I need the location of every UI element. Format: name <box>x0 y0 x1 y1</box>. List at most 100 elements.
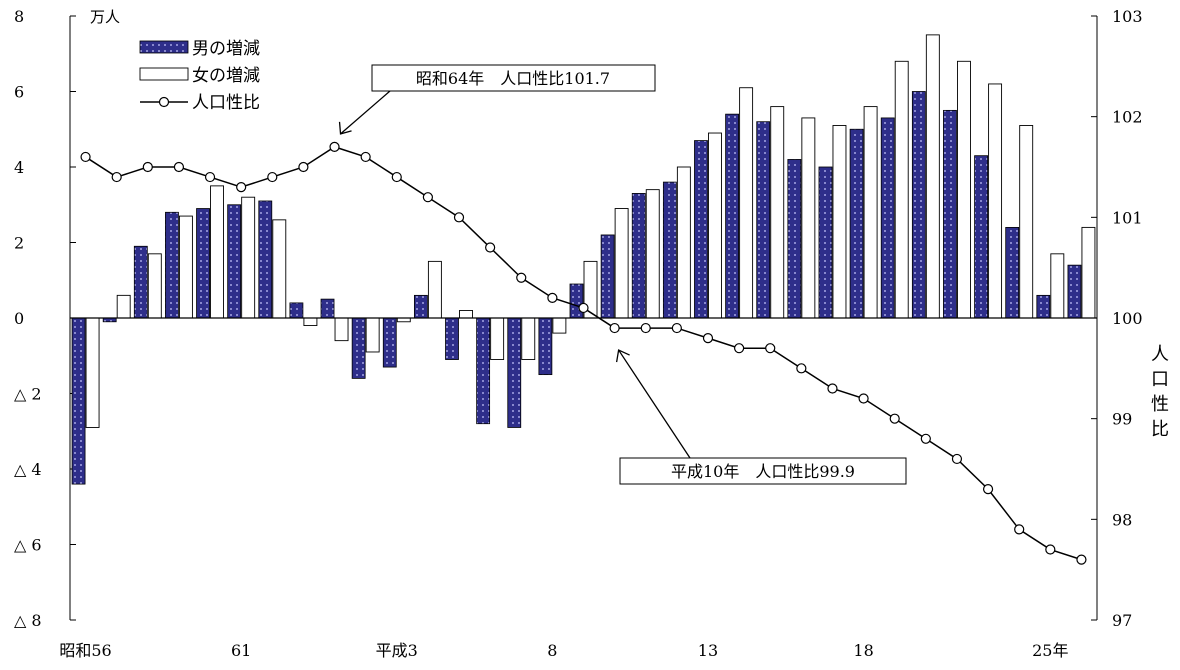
male-bar <box>165 211 179 319</box>
left-tick-label: 6 <box>14 83 24 102</box>
female-bar <box>272 219 287 319</box>
x-tick-label: 25年 <box>1032 641 1068 660</box>
male-bar <box>538 317 553 376</box>
female-bar <box>459 310 473 319</box>
male-bar <box>694 140 708 319</box>
female-bar <box>832 125 847 319</box>
right-axis-label-char: 口 <box>1151 369 1169 390</box>
female-bar <box>1050 253 1065 319</box>
sex-ratio-point <box>204 171 216 183</box>
female-bar <box>1019 125 1034 319</box>
annotation-box-1 <box>371 64 656 92</box>
annotation-arrow-2 <box>618 349 691 459</box>
annotation-arrowhead-1 <box>338 121 352 135</box>
female-bar <box>988 83 1003 319</box>
x-tick-label: 13 <box>698 641 718 660</box>
legend-male-swatch <box>139 40 189 54</box>
sex-ratio-point <box>858 393 869 404</box>
female-bar <box>116 294 131 319</box>
female-bar <box>521 317 536 360</box>
left-tick-label: 2 <box>14 234 24 253</box>
female-bar <box>210 185 224 319</box>
male-bar <box>507 317 522 428</box>
right-tick-label: 99 <box>1112 410 1132 429</box>
male-bar <box>382 317 397 368</box>
sex-ratio-point <box>236 182 247 193</box>
sex-ratio-point <box>516 272 527 283</box>
left-tick-label: △ 8 <box>14 611 42 630</box>
male-bar <box>725 113 740 319</box>
male-bar <box>351 317 366 379</box>
right-axis-label-char: 人 <box>1151 344 1169 365</box>
male-bar <box>818 166 833 319</box>
female-bar <box>894 60 909 319</box>
female-bar <box>614 208 629 319</box>
female-bar <box>85 317 100 428</box>
male-bar <box>1005 226 1020 319</box>
sex-ratio-point <box>267 171 278 183</box>
x-tick-label: 8 <box>547 641 557 660</box>
sex-ratio-point <box>734 343 745 354</box>
female-bar <box>739 87 754 319</box>
right-tick-label: 101 <box>1112 208 1143 227</box>
female-bar <box>645 189 660 319</box>
right-tick-label: 97 <box>1112 611 1132 630</box>
annotation-box-2 <box>619 457 907 485</box>
sex-ratio-point <box>578 302 589 314</box>
sex-ratio-point <box>702 333 714 344</box>
male-bar <box>787 159 802 319</box>
right-tick-label: 98 <box>1112 510 1132 529</box>
sex-ratio-point <box>111 171 122 183</box>
right-tick-label: 103 <box>1112 7 1143 26</box>
legend-male-label: 男の増減 <box>192 39 260 59</box>
female-bar <box>365 317 380 353</box>
male-bar <box>569 283 584 319</box>
sex-ratio-point <box>173 161 185 173</box>
sex-ratio-point <box>827 383 838 394</box>
sex-ratio-point <box>920 433 931 444</box>
sex-ratio-point <box>453 212 465 223</box>
female-bar <box>490 317 505 360</box>
female-bar <box>1081 226 1096 319</box>
female-bar <box>676 166 691 319</box>
female-bar <box>241 196 256 319</box>
sex-ratio-point <box>422 192 433 203</box>
sex-ratio-point <box>547 292 558 303</box>
sex-ratio-point <box>80 151 91 163</box>
sex-ratio-point <box>360 151 371 163</box>
annotation-arrowhead-2 <box>615 349 630 363</box>
sex-ratio-point <box>640 322 651 334</box>
legend-female-label: 女の増減 <box>192 66 260 86</box>
sex-ratio-point <box>1045 544 1056 555</box>
sex-ratio-point <box>609 322 620 334</box>
male-bar <box>258 200 273 319</box>
female-bar <box>147 253 162 319</box>
female-bar <box>303 317 318 327</box>
left-tick-label: △ 2 <box>14 385 42 404</box>
male-bar <box>600 234 615 319</box>
male-bar <box>943 109 957 319</box>
male-bar <box>849 128 864 319</box>
sex-ratio-point <box>951 453 963 465</box>
male-bar <box>880 117 895 319</box>
sex-ratio-point <box>982 484 994 495</box>
annotation-text-1: 昭和64年 人口性比101.7 <box>416 69 610 88</box>
sex-ratio-point <box>765 343 776 354</box>
left-tick-label: 8 <box>14 7 24 26</box>
sex-ratio-point <box>1076 554 1087 565</box>
female-bar <box>925 34 940 319</box>
female-bar <box>334 317 349 342</box>
legend-line-marker <box>158 96 170 108</box>
male-bar <box>289 302 304 319</box>
male-bar <box>196 208 210 319</box>
male-bar <box>133 245 148 319</box>
left-tick-label: 0 <box>14 309 24 328</box>
female-bar <box>708 132 722 319</box>
male-bar <box>1036 294 1051 319</box>
legend-line-label: 人口性比 <box>192 93 260 113</box>
male-bar <box>911 91 926 319</box>
right-tick-label: 102 <box>1112 108 1143 127</box>
female-bar <box>863 106 878 319</box>
left-tick-label: △ 6 <box>14 536 42 555</box>
